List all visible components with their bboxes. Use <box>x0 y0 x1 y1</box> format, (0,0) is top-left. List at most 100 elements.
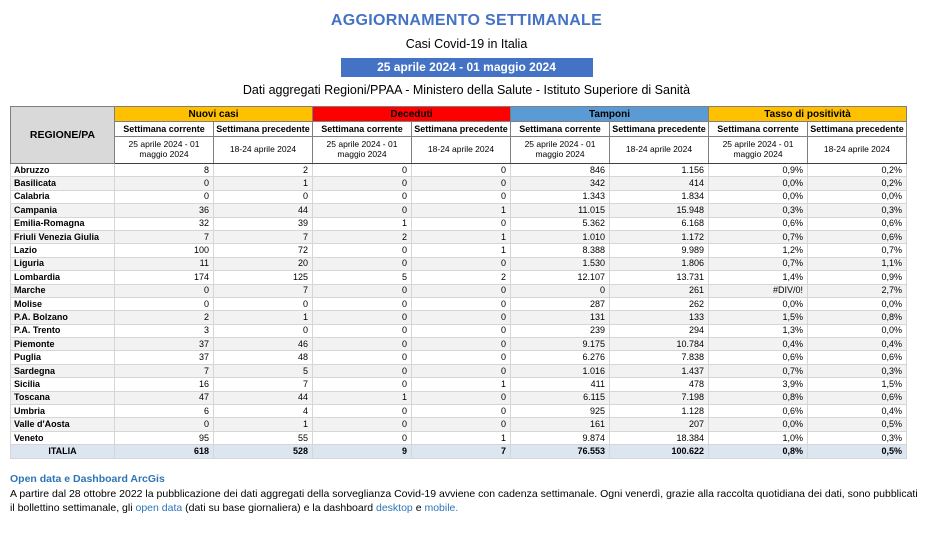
value-cell: 0,7% <box>708 363 809 379</box>
table-row: Liguria 11 20 0 0 1.530 1.806 0,7% 1,1% <box>10 256 908 272</box>
value-cell: 46 <box>213 337 313 352</box>
value-cell: 0,6% <box>708 404 809 419</box>
value-cell: 1 <box>410 377 512 392</box>
value-cell: 44 <box>213 203 313 218</box>
value-cell: 0 <box>410 296 512 312</box>
value-cell: 0 <box>312 243 412 258</box>
subheader-current: Settimana corrente <box>708 121 809 137</box>
period-previous: 18-24 aprile 2024 <box>213 136 313 164</box>
value-cell: 0 <box>213 296 313 312</box>
value-cell: 2 <box>213 162 313 178</box>
subheader-current: Settimana corrente <box>114 121 214 137</box>
value-cell: 0 <box>114 283 214 298</box>
group-header-deceduti: Deceduti <box>311 106 512 122</box>
region-name: Veneto <box>10 430 115 446</box>
region-name: Piemonte <box>10 337 115 352</box>
value-cell: 846 <box>510 162 611 178</box>
value-cell: 0 <box>410 350 512 365</box>
value-cell: 0 <box>410 404 512 419</box>
value-cell: 0 <box>213 323 313 339</box>
value-cell: 8 <box>114 162 214 178</box>
value-cell: 0,0% <box>708 296 809 312</box>
value-cell: 0,5% <box>807 417 908 432</box>
table-row: Sicilia 16 7 0 1 411 478 3,9% 1,5% <box>10 377 908 392</box>
period-current: 25 aprile 2024 - 01 maggio 2024 <box>114 136 214 164</box>
subheader-previous: Settimana precedente <box>213 121 313 137</box>
value-cell: 0 <box>312 350 412 365</box>
value-cell: 1 <box>213 310 313 325</box>
footer-link[interactable]: desktop <box>376 502 413 515</box>
value-cell: 100 <box>114 243 214 258</box>
region-name: Friuli Venezia Giulia <box>10 229 115 245</box>
table-row: Lazio 100 72 0 1 8.388 9.989 1,2% 0,7% <box>10 243 908 258</box>
region-name: Valle d'Aosta <box>10 417 115 432</box>
value-cell: 0 <box>312 404 412 419</box>
value-cell: 1,5% <box>708 310 809 325</box>
value-cell: 3,9% <box>708 377 809 392</box>
table-row: Lombardia 174 125 5 2 12.107 13.731 1,4% 0,9% <box>10 270 908 285</box>
value-cell: 0 <box>312 296 412 312</box>
value-cell: 0,8% <box>708 390 809 406</box>
table-row: Basilicata 0 1 0 0 342 414 0,0% 0,2% <box>10 176 908 191</box>
period-current: 25 aprile 2024 - 01 maggio 2024 <box>510 136 611 164</box>
value-cell: 76.553 <box>510 444 611 459</box>
data-source-line: Dati aggregati Regioni/PPAA - Ministero … <box>242 83 691 97</box>
period-previous: 18-24 aprile 2024 <box>410 136 512 164</box>
footer-text-segment: (dati su base giornaliera) e la dashboar… <box>182 502 376 515</box>
subheader-current: Settimana corrente <box>510 121 611 137</box>
table-row: Calabria 0 0 0 0 1.343 1.834 0,0% 0,0% <box>10 189 908 205</box>
region-name: Basilicata <box>10 176 115 191</box>
value-cell: 0,9% <box>708 162 809 178</box>
value-cell: 7.198 <box>609 390 710 406</box>
value-cell: 0 <box>312 203 412 218</box>
value-cell: 6 <box>114 404 214 419</box>
table-row: Sardegna 7 5 0 0 1.016 1.437 0,7% 0,3% <box>10 363 908 379</box>
value-cell: 32 <box>114 216 214 231</box>
value-cell: 1.806 <box>609 256 710 272</box>
value-cell: 2,7% <box>807 283 908 298</box>
period-previous: 18-24 aprile 2024 <box>807 136 908 164</box>
total-row: ITALIA 618 528 9 7 76.553 100.622 0,8% 0,5% <box>10 444 908 459</box>
value-cell: 2 <box>312 229 412 245</box>
table-row: Emilia-Romagna 32 39 1 0 5.362 6.168 0,6% 0,6% <box>10 216 908 231</box>
value-cell: 8.388 <box>510 243 611 258</box>
value-cell: 0,5% <box>807 444 908 459</box>
table-row: Valle d'Aosta 0 1 0 0 161 207 0,0% 0,5% <box>10 417 908 432</box>
value-cell: 342 <box>510 176 611 191</box>
value-cell: 161 <box>510 417 611 432</box>
value-cell: 7 <box>213 377 313 392</box>
footer-link[interactable]: open data <box>135 502 183 515</box>
value-cell: 1 <box>410 203 512 218</box>
region-name: Molise <box>10 296 115 312</box>
value-cell: 11.015 <box>510 203 611 218</box>
value-cell: 95 <box>114 430 214 446</box>
value-cell: 2 <box>114 310 214 325</box>
covid-data-table: REGIONE/PA Nuovi casi Deceduti Tamponi T… <box>10 106 908 459</box>
value-cell: 0,7% <box>708 229 809 245</box>
value-cell: 100.622 <box>609 444 710 459</box>
value-cell: 20 <box>213 256 313 272</box>
value-cell: 36 <box>114 203 214 218</box>
value-cell: 5 <box>213 363 313 379</box>
value-cell: 1.016 <box>510 363 611 379</box>
value-cell: 0,4% <box>807 337 908 352</box>
table-row: Piemonte 37 46 0 0 9.175 10.784 0,4% 0,4% <box>10 337 908 352</box>
value-cell: 925 <box>510 404 611 419</box>
value-cell: 0 <box>410 323 512 339</box>
value-cell: 1 <box>312 216 412 231</box>
value-cell: 10.784 <box>609 337 710 352</box>
value-cell: 125 <box>213 270 313 285</box>
footer-link[interactable]: mobile. <box>424 502 459 515</box>
value-cell: 1 <box>213 417 313 432</box>
value-cell: 411 <box>510 377 611 392</box>
value-cell: 47 <box>114 390 214 406</box>
value-cell: 207 <box>609 417 710 432</box>
value-cell: 0 <box>312 417 412 432</box>
value-cell: 5.362 <box>510 216 611 231</box>
value-cell: 7.838 <box>609 350 710 365</box>
value-cell: 4 <box>213 404 313 419</box>
value-cell: 0,0% <box>708 417 809 432</box>
table-row: Marche 0 7 0 0 0 261 #DIV/0! 2,7% <box>10 283 908 298</box>
region-name: Calabria <box>10 189 115 205</box>
